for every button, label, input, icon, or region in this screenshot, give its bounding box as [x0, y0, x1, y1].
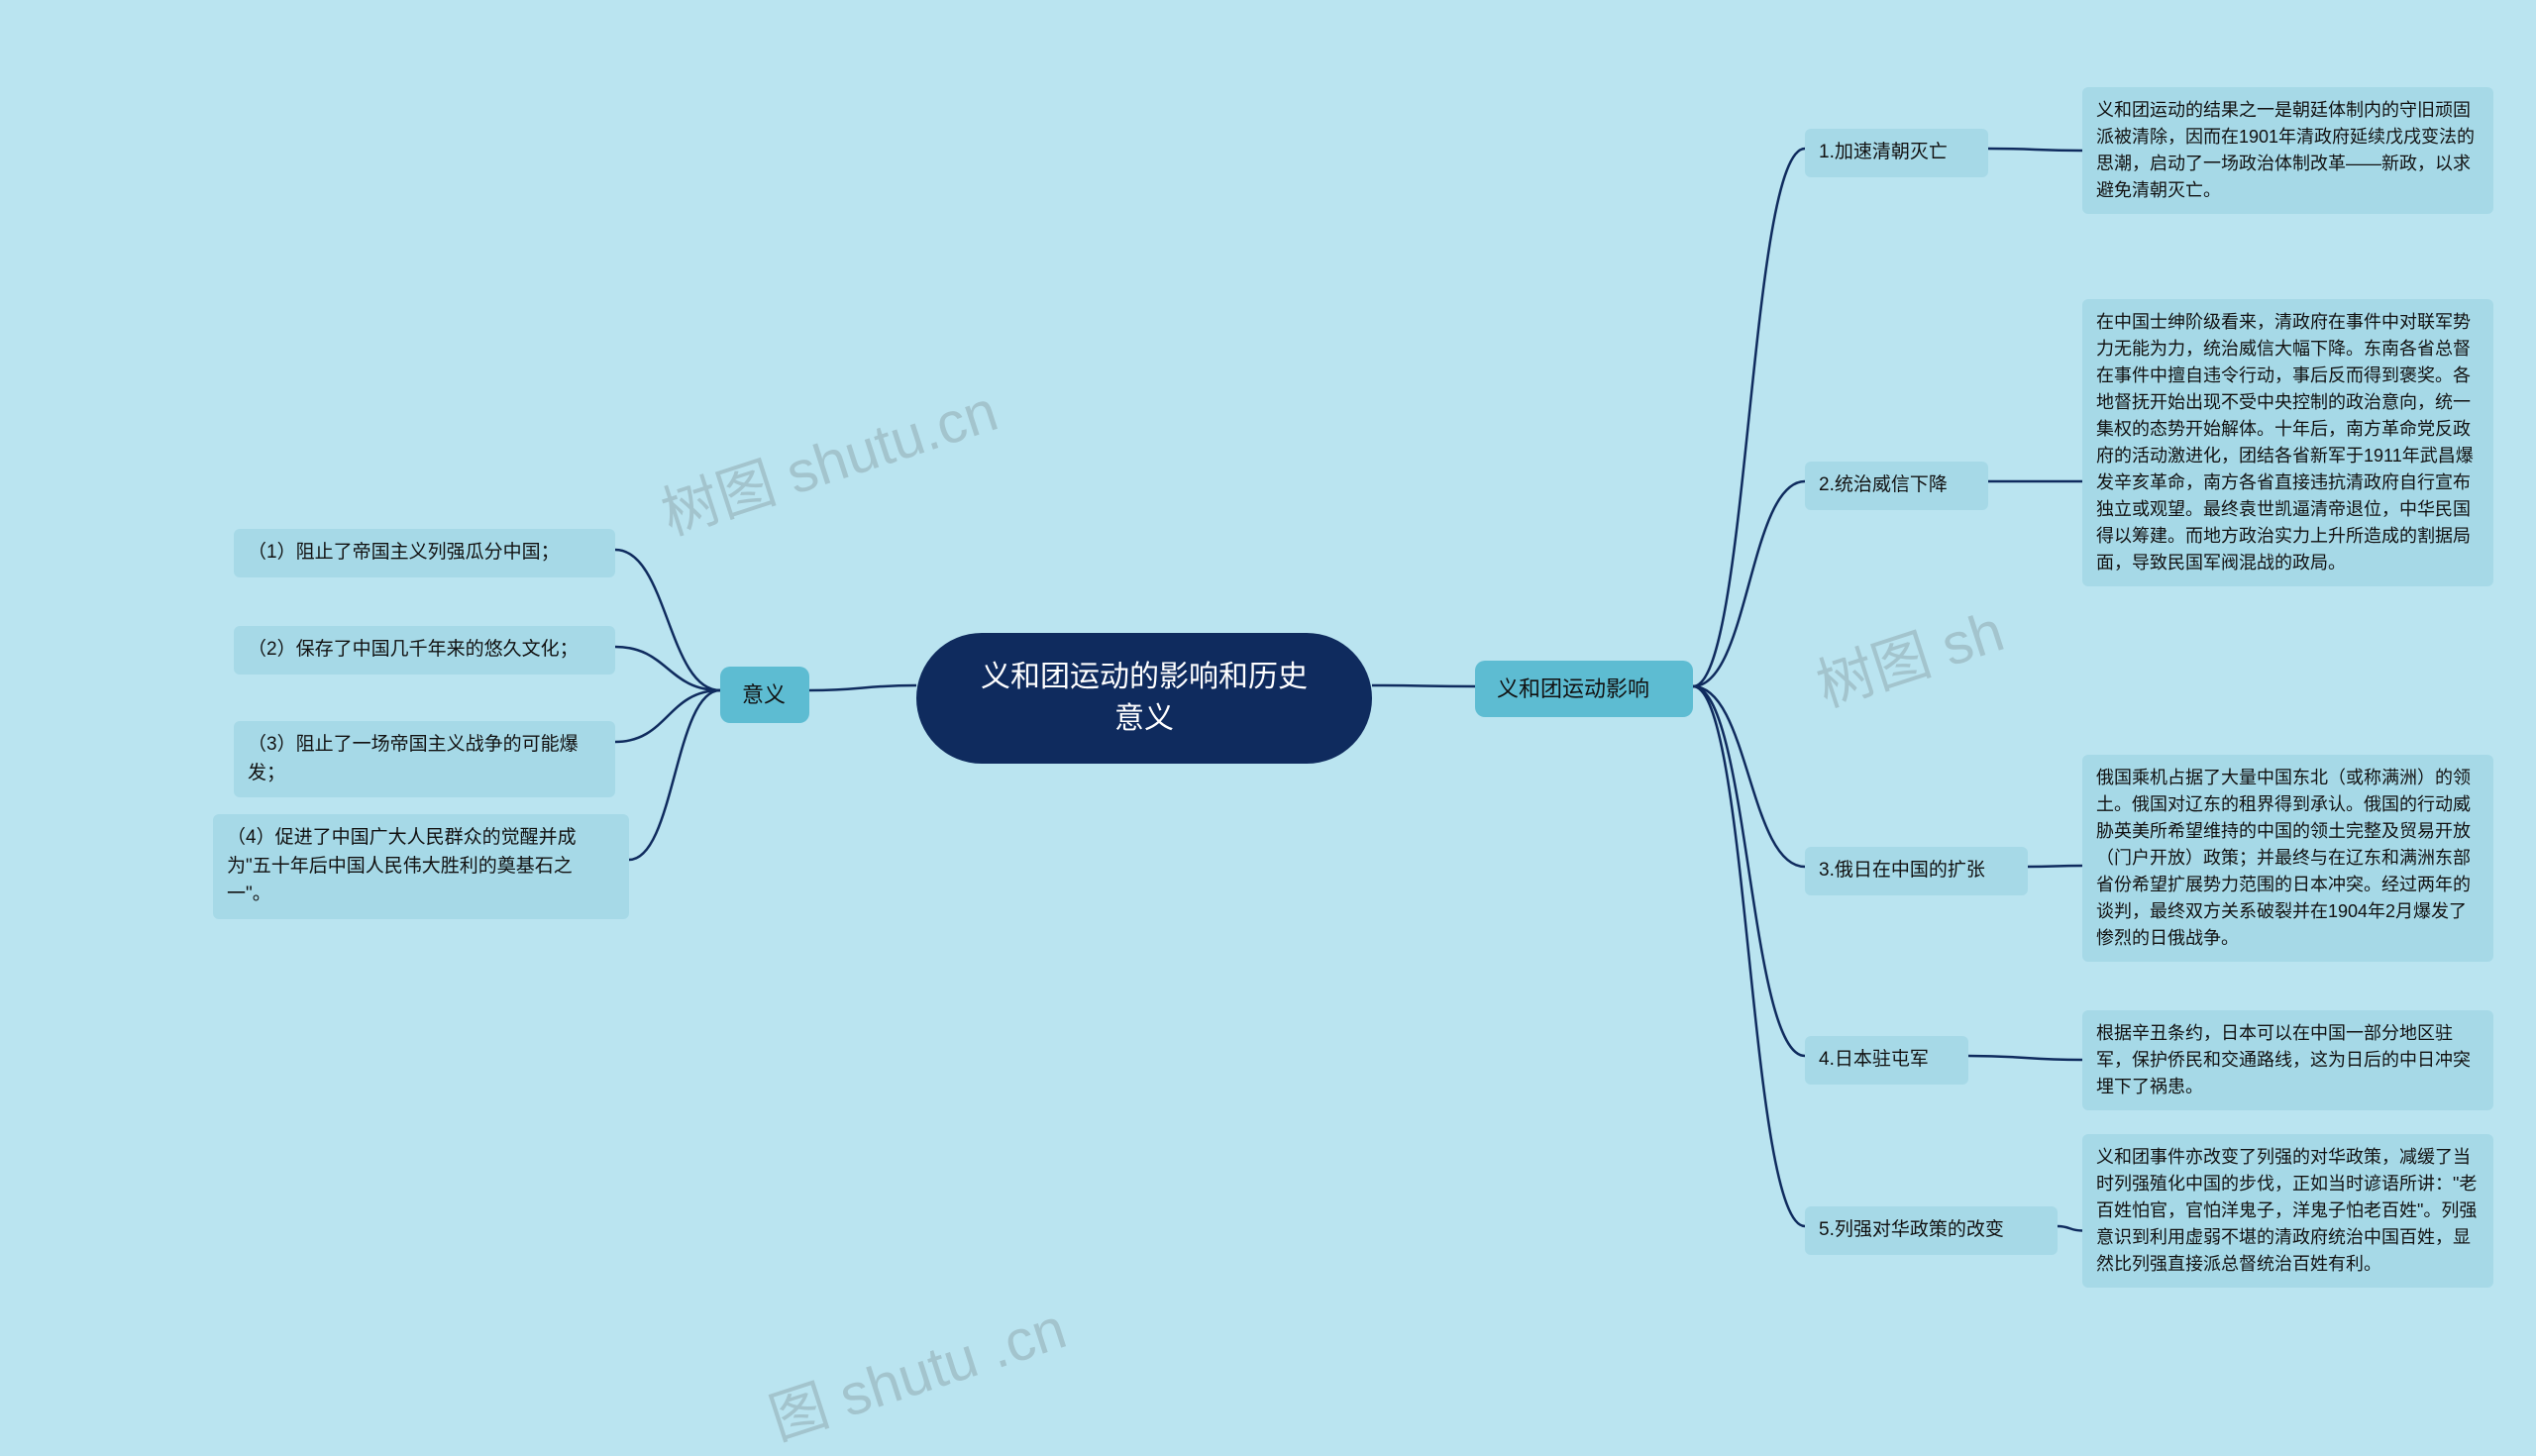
watermark-2: 树图 sh	[1805, 584, 2013, 723]
right-detail-1: 义和团运动的结果之一是朝廷体制内的守旧顽固派被清除，因而在1901年清政府延续戊…	[2082, 87, 2493, 214]
left-leaf-3: （3）阻止了一场帝国主义战争的可能爆发；	[234, 721, 615, 797]
root-line1: 义和团运动的影响和历史	[956, 657, 1332, 698]
left-leaf-4: （4）促进了中国广大人民群众的觉醒并成为"五十年后中国人民伟大胜利的奠基石之一"…	[213, 814, 629, 919]
right-label-4: 4.日本驻屯军	[1805, 1036, 1968, 1085]
watermark-3: 图 shutu .cn	[758, 1282, 1075, 1456]
mindmap-root: 义和团运动的影响和历史 意义	[916, 633, 1372, 764]
right-label-1: 1.加速清朝灭亡	[1805, 129, 1988, 177]
right-label-3: 3.俄日在中国的扩张	[1805, 847, 2028, 895]
right-hub: 义和团运动影响	[1475, 661, 1693, 717]
watermark-1: 树图 shutu.cn	[650, 364, 1006, 551]
right-detail-4: 根据辛丑条约，日本可以在中国一部分地区驻军，保护侨民和交通路线，这为日后的中日冲…	[2082, 1010, 2493, 1110]
left-leaf-2: （2）保存了中国几千年来的悠久文化；	[234, 626, 615, 675]
right-label-2: 2.统治威信下降	[1805, 462, 1988, 510]
right-detail-3: 俄国乘机占据了大量中国东北（或称满洲）的领土。俄国对辽东的租界得到承认。俄国的行…	[2082, 755, 2493, 962]
right-detail-2: 在中国士绅阶级看来，清政府在事件中对联军势力无能为力，统治威信大幅下降。东南各省…	[2082, 299, 2493, 586]
right-detail-5: 义和团事件亦改变了列强的对华政策，减缓了当时列强殖化中国的步伐，正如当时谚语所讲…	[2082, 1134, 2493, 1288]
right-label-5: 5.列强对华政策的改变	[1805, 1206, 2058, 1255]
root-line2: 意义	[956, 698, 1332, 740]
left-hub: 意义	[720, 667, 809, 723]
left-leaf-1: （1）阻止了帝国主义列强瓜分中国；	[234, 529, 615, 577]
